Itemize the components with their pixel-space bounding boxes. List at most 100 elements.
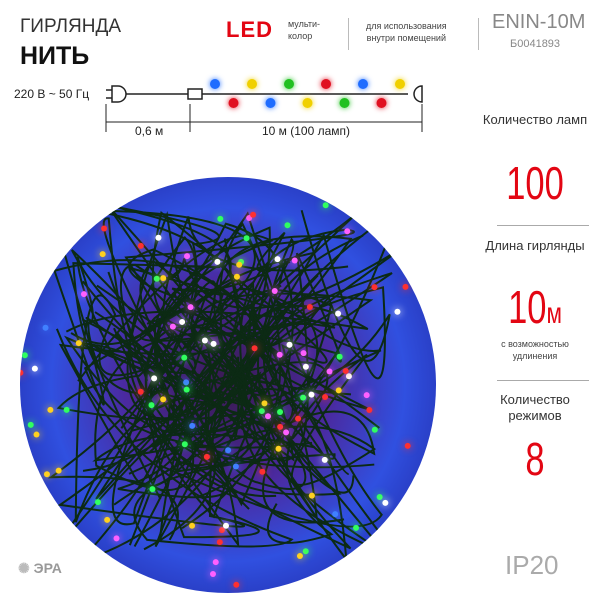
spec-number: 10 [508, 281, 547, 333]
lamp [155, 234, 162, 241]
lamp [47, 406, 54, 413]
lamp [33, 431, 40, 438]
lamp [322, 394, 329, 401]
lamp [306, 303, 313, 310]
wire [82, 232, 386, 491]
ip-rating: IP20 [505, 550, 559, 580]
bulb-icon [395, 79, 405, 89]
lamp [302, 363, 309, 370]
lamp [149, 486, 156, 493]
led-note: мульти- колор [288, 19, 320, 41]
lamp [201, 337, 208, 344]
lamp [94, 499, 101, 506]
lamp [233, 581, 240, 588]
lamp [203, 453, 210, 460]
voltage-label: 220 В ~ 50 Гц [14, 87, 90, 101]
lamp [153, 275, 160, 282]
lamp [243, 235, 250, 242]
divider [348, 18, 349, 50]
lamp [251, 345, 258, 352]
lamp [31, 365, 38, 372]
lamp [296, 552, 303, 559]
lamp [27, 421, 34, 428]
lamp [214, 258, 221, 265]
lamp [160, 396, 167, 403]
lamp [342, 367, 349, 374]
lamp [43, 471, 50, 478]
bulb-icon [210, 79, 220, 89]
lamp [63, 406, 70, 413]
spec-note: с возможностью удлинения [501, 339, 569, 361]
lamp [335, 387, 342, 394]
product-photo [20, 177, 436, 593]
lamp [217, 215, 224, 222]
title-line1: ГИРЛЯНДА [20, 16, 122, 37]
lamp [321, 456, 328, 463]
lamp [212, 559, 219, 566]
lamp [366, 407, 373, 414]
lamp [151, 375, 158, 382]
wire [120, 245, 406, 433]
model-name: ENIN-10M [492, 11, 586, 33]
divider [478, 18, 479, 50]
brand-name: ЭРА [33, 560, 62, 576]
bulb-icon [339, 98, 350, 108]
wire [139, 252, 342, 462]
wire [95, 237, 342, 500]
lamp [80, 291, 87, 298]
lamp [233, 273, 240, 280]
spec-number: 100 [506, 157, 564, 209]
bulb-icon [247, 79, 257, 89]
lamp [209, 571, 216, 578]
lamp [308, 492, 315, 499]
lamp [336, 353, 343, 360]
lamp [137, 388, 144, 395]
product-code: Б0041893 [510, 38, 561, 50]
lamp [291, 257, 298, 264]
lamp [353, 524, 360, 531]
lamp [189, 422, 196, 429]
lamp [363, 392, 370, 399]
lamp [345, 373, 352, 380]
lamp [371, 284, 378, 291]
lamp [259, 468, 266, 475]
lamp [402, 283, 409, 290]
lamp [286, 341, 293, 348]
lamp [271, 287, 278, 294]
bulb-icon [284, 79, 294, 89]
divider [497, 380, 589, 381]
lamp [20, 369, 24, 376]
title-line2: НИТЬ [20, 42, 90, 70]
lamp [264, 413, 271, 420]
lamp [283, 429, 290, 436]
lamp [216, 539, 223, 546]
lamp [261, 400, 268, 407]
divider [497, 225, 589, 226]
cord-length: 0,6 м [135, 124, 164, 138]
lamp [189, 522, 196, 529]
lamp [300, 394, 307, 401]
lamp [160, 275, 167, 282]
bulb-icon [302, 98, 313, 108]
lamp [21, 352, 28, 359]
lamp [183, 386, 190, 393]
lamp [232, 463, 239, 470]
spec-unit: м [546, 297, 562, 330]
lamp [382, 499, 389, 506]
lamp [332, 511, 339, 518]
lamp [183, 379, 190, 386]
lamp [236, 261, 243, 268]
lamp [101, 225, 108, 232]
lamp [210, 340, 217, 347]
lamp [104, 516, 111, 523]
lamp [222, 522, 229, 529]
wire [56, 209, 391, 421]
brand-logo: ✺ ЭРА [18, 560, 62, 576]
lamp [322, 202, 329, 209]
bulb-icon [358, 79, 368, 89]
lamp [302, 548, 309, 555]
bulb-icon [321, 79, 331, 89]
spec-0: Количество ламп [480, 112, 590, 128]
lamp [181, 441, 188, 448]
wire [55, 328, 336, 548]
